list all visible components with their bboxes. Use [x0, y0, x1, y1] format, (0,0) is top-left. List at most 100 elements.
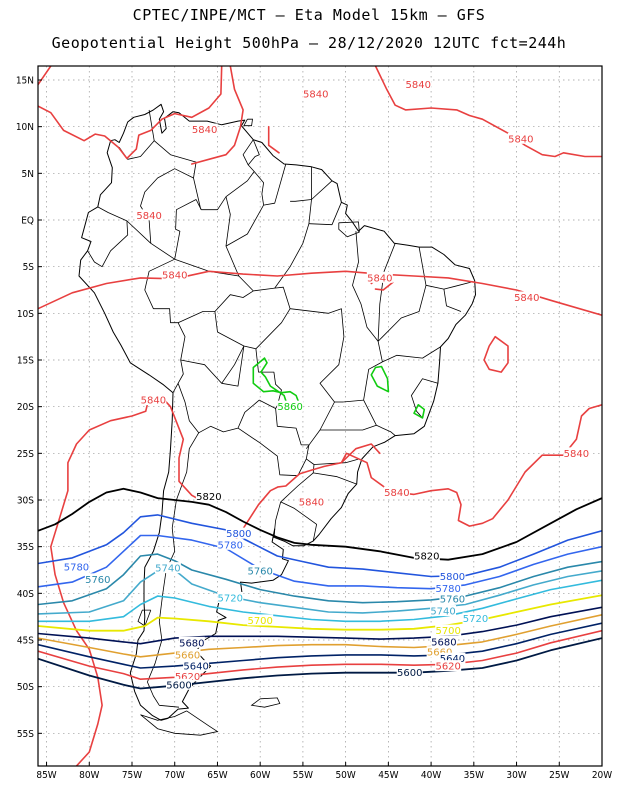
country-border — [280, 501, 318, 542]
contour-label-bg — [166, 678, 192, 690]
contour-5720 — [38, 579, 602, 623]
contour-label-bg — [247, 614, 274, 626]
lat-tick-label: 25S — [17, 449, 34, 460]
contour-5660 — [38, 613, 602, 658]
country-border — [363, 399, 396, 436]
country-border — [443, 289, 462, 312]
country-border — [177, 383, 276, 434]
contour-label-bg — [191, 123, 218, 135]
contour-label-bg — [217, 538, 244, 550]
contour-label-5820: 5820 — [196, 492, 221, 503]
lat-tick-label: EQ — [21, 216, 34, 227]
lon-tick-label: 70W — [165, 770, 185, 781]
contour-5780 — [38, 534, 602, 590]
contour-label-bg — [507, 132, 534, 144]
island — [338, 221, 360, 238]
contour-label-5760: 5760 — [247, 566, 272, 577]
contour-5840 — [374, 281, 394, 291]
contour-label-5820: 5820 — [414, 552, 439, 563]
lat-tick-label: 10N — [16, 122, 34, 133]
contour-label-5720: 5720 — [218, 594, 243, 605]
contour-5860 — [413, 403, 426, 419]
country-border — [174, 199, 202, 260]
lat-tick-label: 45S — [17, 636, 34, 647]
lon-tick-label: 55W — [293, 770, 313, 781]
contour-label-5840: 5840 — [162, 271, 187, 282]
contour-5840 — [233, 403, 602, 543]
contour-label-bg — [435, 582, 462, 594]
contour-label-5620: 5620 — [175, 672, 200, 683]
contour-5800 — [38, 514, 602, 578]
contour-label-bg — [277, 400, 304, 412]
country-border — [290, 308, 345, 449]
contour-label-5660: 5660 — [175, 650, 200, 661]
lat-tick-label: 15N — [16, 76, 34, 87]
contour-5840 — [191, 66, 244, 165]
lon-tick-label: 30W — [506, 770, 526, 781]
country-border — [273, 501, 282, 538]
country-border — [263, 163, 287, 206]
lat-tick-label: 5S — [23, 262, 35, 273]
contour-label-5840: 5840 — [564, 449, 589, 460]
contour-label-bg — [439, 652, 466, 664]
contour-5840 — [374, 66, 602, 158]
contour-label-bg — [430, 605, 457, 617]
country-border — [377, 243, 396, 342]
country-border — [308, 202, 342, 226]
contour-label-5840: 5840 — [141, 396, 166, 407]
contour-label-5840: 5840 — [192, 125, 217, 136]
contour-5740 — [38, 569, 602, 615]
country-border — [225, 196, 240, 277]
contour-label-bg — [63, 561, 90, 573]
lat-tick-label: 35S — [17, 542, 34, 553]
contour-label-bg — [439, 592, 466, 604]
country-border — [410, 378, 439, 419]
contour-label-bg — [84, 573, 111, 585]
contour-5840 — [38, 66, 52, 86]
country-border — [144, 258, 186, 393]
contour-label-bg — [383, 486, 410, 498]
contour-5840 — [38, 270, 602, 317]
lat-tick-label: 20S — [17, 402, 34, 413]
contour-label-5780: 5780 — [218, 540, 243, 551]
country-border — [377, 247, 427, 342]
plot-frame — [37, 65, 603, 767]
contour-label-bg — [430, 635, 457, 647]
contour-5620 — [38, 629, 602, 681]
contour-label-5740: 5740 — [155, 564, 180, 575]
country-border — [425, 281, 474, 290]
contour-5640 — [38, 622, 602, 669]
island — [137, 609, 152, 627]
contour-label-5840: 5840 — [136, 211, 161, 222]
chart-subtitle: Geopotential Height 500hPa – 28/12/2020 … — [51, 34, 567, 52]
country-border — [247, 139, 260, 166]
contour-label-bg — [396, 666, 423, 678]
contour-5840 — [483, 335, 509, 373]
lat-tick-label: 15S — [17, 356, 34, 367]
lat-tick-label: 55S — [17, 729, 34, 740]
contour-label-5840: 5840 — [303, 90, 328, 101]
lon-tick-label: 50W — [335, 770, 355, 781]
lon-tick-label: 40W — [421, 770, 441, 781]
island — [140, 710, 219, 736]
country-border — [382, 346, 441, 363]
country-border — [274, 199, 312, 289]
country-border — [275, 408, 310, 459]
contour-5860 — [370, 365, 390, 393]
contour-label-bg — [174, 670, 201, 682]
contour-labels: 5840 5840 5840 5840 5840 5840 5840 5840 5840 5840… — [63, 78, 590, 691]
contour-label-5700: 5700 — [247, 616, 272, 627]
country-border — [311, 180, 333, 200]
country-border — [174, 258, 254, 292]
country-border — [87, 220, 129, 268]
country-border — [253, 171, 265, 206]
contour-label-5840: 5840 — [406, 80, 431, 91]
contour-label-5640: 5640 — [183, 662, 208, 673]
contour-label-bg — [154, 562, 181, 574]
coastlines-borders — [78, 103, 476, 736]
contour-label-5840: 5840 — [299, 497, 324, 508]
country-border — [221, 345, 245, 384]
contour-5840 — [49, 396, 202, 766]
contour-label-5860: 5860 — [277, 402, 302, 413]
